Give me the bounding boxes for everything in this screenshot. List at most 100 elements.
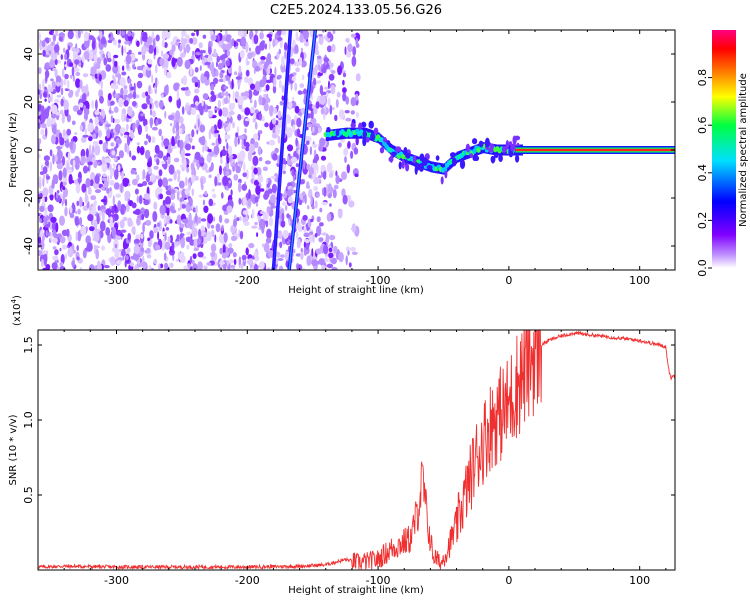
noise-speck: [257, 146, 262, 156]
noise-speck: [128, 49, 132, 54]
noise-speck: [328, 247, 333, 253]
noise-speck: [227, 247, 234, 254]
noise-speck: [300, 30, 303, 34]
noise-speck: [111, 150, 116, 156]
noise-speck: [261, 115, 265, 122]
noise-speck: [279, 101, 284, 106]
noise-speck: [179, 251, 185, 258]
noise-speck: [308, 167, 314, 175]
noise-speck: [261, 243, 265, 248]
noise-speck: [244, 76, 249, 84]
colorbar: 0.0 0.2 0.4 0.6 0.8 Normalized spectral ampl…: [696, 30, 749, 277]
noise-speck: [141, 103, 148, 110]
track-speck: [326, 127, 331, 132]
noise-speck: [161, 39, 165, 48]
noise-speck: [249, 83, 256, 90]
noise-speck: [184, 153, 191, 157]
noise-speck: [208, 110, 213, 118]
y-tick-label: 40: [22, 47, 35, 61]
noise-speck: [75, 210, 77, 215]
noise-speck: [188, 181, 191, 192]
noise-speck: [130, 169, 136, 175]
noise-speck: [249, 99, 253, 104]
noise-speck: [153, 201, 158, 210]
noise-speck: [266, 67, 271, 76]
noise-speck: [194, 82, 199, 88]
noise-speck: [308, 174, 312, 179]
noise-speck: [126, 247, 131, 253]
noise-speck: [210, 162, 214, 171]
noise-speck: [98, 140, 103, 145]
noise-speck: [242, 172, 247, 178]
noise-speck: [201, 99, 204, 107]
noise-speck: [58, 170, 63, 181]
noise-speck: [96, 214, 100, 225]
noise-speck: [145, 68, 152, 78]
noise-speck: [169, 205, 175, 213]
noise-speck: [170, 192, 176, 200]
noise-speck: [105, 227, 111, 236]
noise-speck: [181, 203, 186, 209]
noise-speck: [238, 197, 242, 205]
x-tick-label: 100: [629, 574, 650, 587]
noise-speck: [247, 52, 253, 60]
noise-speck: [48, 37, 51, 42]
noise-speck: [254, 65, 261, 72]
noise-speck: [299, 193, 303, 201]
noise-speck: [138, 51, 142, 55]
noise-speck: [44, 195, 48, 202]
noise-speck: [230, 189, 233, 197]
track-speck: [494, 153, 499, 159]
noise-speck: [105, 64, 112, 72]
noise-speck: [133, 244, 140, 255]
noise-speck: [40, 229, 44, 237]
noise-speck: [67, 247, 74, 258]
noise-speck: [181, 38, 188, 45]
noise-speck: [62, 181, 67, 186]
noise-speck: [287, 182, 293, 188]
noise-speck: [147, 36, 153, 45]
noise-speck: [38, 83, 42, 92]
noise-speck: [137, 124, 142, 135]
noise-speck: [211, 70, 215, 78]
noise-speck: [142, 115, 146, 122]
noise-speck: [109, 179, 115, 186]
noise-speck: [202, 199, 206, 206]
noise-speck: [155, 101, 159, 109]
noise-speck: [47, 204, 54, 213]
noise-speck: [61, 156, 66, 166]
carrier-line: [515, 148, 675, 152]
noise-speck: [119, 127, 126, 134]
noise-speck: [323, 113, 326, 121]
noise-speck: [211, 188, 215, 192]
noise-speck: [99, 95, 104, 104]
noise-speck: [186, 167, 190, 173]
noise-speck: [54, 98, 60, 104]
noise-speck: [158, 263, 161, 270]
noise-speck: [117, 200, 122, 211]
noise-speck: [333, 184, 339, 190]
noise-speck: [198, 228, 202, 239]
noise-speck: [266, 206, 271, 214]
noise-speck: [38, 190, 44, 195]
noise-speck: [282, 170, 286, 175]
noise-speck: [171, 136, 175, 147]
noise-speck: [132, 64, 136, 69]
noise-speck: [269, 121, 274, 131]
noise-speck: [323, 186, 327, 197]
noise-speck: [264, 122, 269, 128]
noise-speck: [194, 223, 197, 227]
noise-speck: [226, 49, 231, 57]
noise-speck: [323, 57, 330, 63]
noise-speck: [164, 233, 167, 241]
noise-speck: [142, 31, 148, 39]
noise-speck: [110, 142, 115, 147]
noise-speck: [305, 243, 309, 251]
noise-speck: [318, 258, 325, 266]
noise-speck: [55, 192, 59, 199]
noise-speck: [53, 53, 57, 60]
noise-speck: [170, 145, 177, 149]
noise-speck: [58, 32, 65, 38]
noise-speck: [278, 265, 284, 270]
noise-speck: [326, 45, 332, 53]
